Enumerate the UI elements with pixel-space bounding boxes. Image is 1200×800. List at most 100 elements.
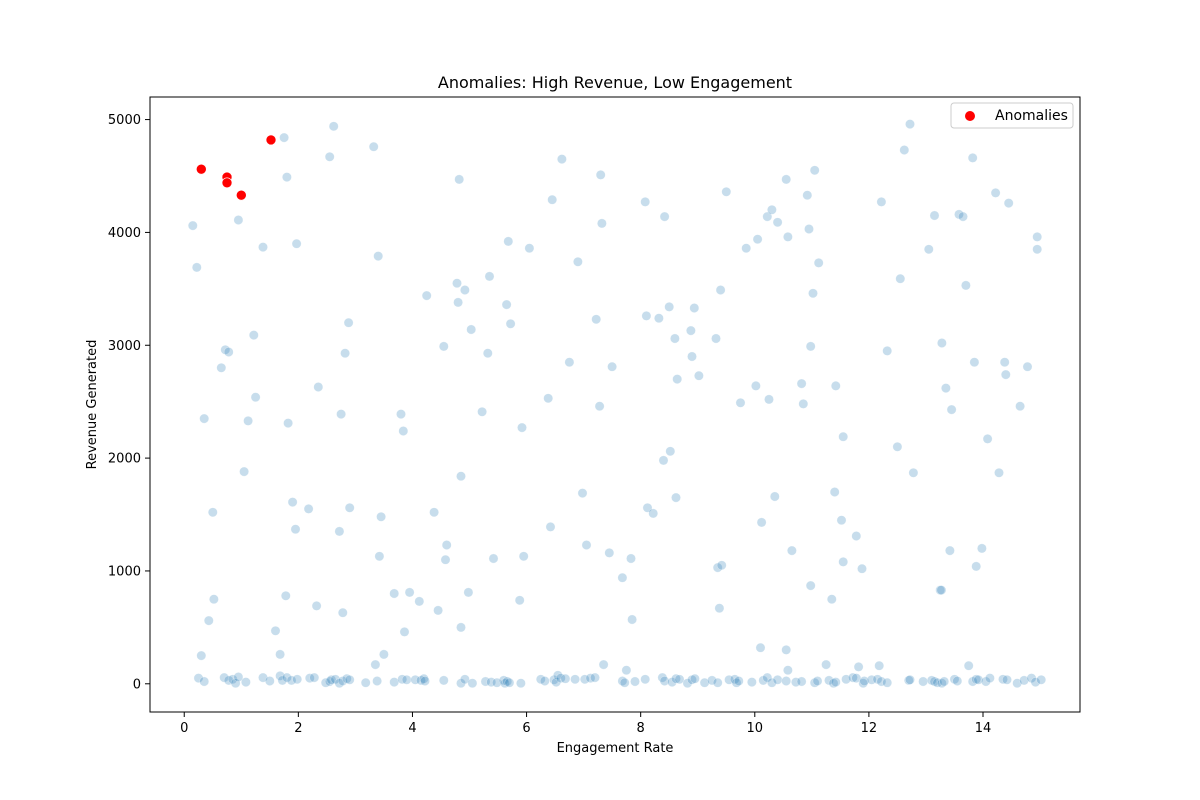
- data-point: [961, 280, 971, 291]
- data-point: [699, 677, 710, 688]
- data-point: [324, 151, 335, 162]
- data-point: [908, 467, 919, 478]
- y-tick-label: 1000: [108, 564, 141, 579]
- data-point: [859, 676, 870, 686]
- data-point: [399, 627, 410, 637]
- data-point: [918, 676, 928, 687]
- data-point: [1015, 401, 1025, 412]
- x-tick-label: 8: [637, 721, 645, 736]
- data-point: [604, 548, 615, 558]
- data-point: [344, 674, 355, 685]
- data-point: [581, 540, 592, 550]
- data-point: [712, 677, 723, 688]
- data-point: [804, 224, 814, 234]
- data-point: [466, 324, 477, 335]
- data-point: [279, 132, 289, 143]
- data-point: [949, 674, 960, 685]
- data-point: [670, 333, 680, 344]
- data-point: [320, 677, 331, 688]
- data-point: [414, 596, 425, 607]
- data-point: [805, 341, 816, 352]
- data-point: [334, 526, 345, 537]
- data-point: [772, 674, 783, 685]
- data-point: [336, 409, 346, 419]
- data-point: [292, 674, 303, 685]
- legend-box: [950, 102, 1074, 129]
- data-point: [802, 190, 813, 201]
- data-point: [715, 285, 726, 295]
- y-axis: 0 1000 2000 3000 4000 5000: [108, 113, 150, 692]
- data-point: [689, 303, 700, 313]
- data-point: [798, 399, 809, 409]
- data-point: [564, 357, 575, 368]
- data-point: [796, 378, 807, 389]
- data-point: [543, 393, 554, 404]
- data-point: [998, 674, 1008, 685]
- data-point: [360, 677, 371, 688]
- data-point: [796, 676, 807, 687]
- data-point: [756, 517, 767, 528]
- y-axis-label: Revenue Generated: [85, 340, 100, 470]
- data-point: [963, 660, 974, 671]
- data-point: [595, 170, 606, 180]
- data-point: [440, 554, 451, 565]
- data-point: [303, 504, 314, 514]
- data-point: [243, 416, 253, 426]
- data-point: [467, 678, 478, 689]
- data-point: [895, 273, 906, 284]
- axes-frame: [149, 96, 1081, 713]
- data-point: [672, 374, 683, 384]
- plot-area: [187, 119, 1047, 689]
- data-point: [560, 673, 571, 684]
- data-point: [275, 649, 285, 660]
- data-point: [714, 603, 725, 614]
- data-point: [967, 153, 978, 163]
- data-point: [579, 674, 590, 685]
- data-point: [570, 674, 580, 685]
- data-point: [344, 502, 355, 513]
- data-point: [781, 174, 792, 185]
- data-point: [985, 673, 995, 683]
- data-point: [836, 515, 847, 526]
- data-point: [621, 665, 632, 676]
- data-point: [441, 540, 452, 550]
- legend-marker-anomalies: [965, 111, 975, 121]
- data-point: [577, 488, 588, 498]
- data-point: [821, 659, 831, 670]
- data-point: [905, 674, 915, 685]
- y-tick-label: 0: [133, 677, 141, 692]
- x-tick-label: 0: [180, 721, 188, 736]
- data-point: [193, 673, 204, 683]
- data-point: [343, 317, 354, 328]
- data-point: [1026, 673, 1037, 683]
- data-point: [209, 594, 219, 605]
- data-point: [674, 674, 685, 685]
- data-point: [283, 418, 293, 428]
- data-point: [368, 141, 379, 152]
- data-point: [733, 676, 744, 686]
- data-point: [892, 441, 903, 452]
- data-point: [233, 672, 244, 682]
- data-point: [627, 614, 637, 625]
- data-point: [416, 675, 426, 686]
- data-point: [404, 587, 415, 598]
- data-point: [694, 370, 704, 381]
- data-point: [518, 551, 529, 562]
- data-point: [379, 649, 389, 660]
- data-point: [848, 672, 858, 683]
- anomaly-point: [265, 134, 277, 146]
- data-point: [597, 218, 607, 229]
- data-point: [374, 551, 385, 562]
- data-point: [813, 258, 824, 268]
- data-point: [203, 615, 214, 626]
- data-point: [230, 678, 241, 689]
- y-tick-label: 2000: [108, 452, 141, 467]
- data-point: [659, 211, 670, 222]
- data-point: [838, 431, 849, 442]
- data-point: [1000, 369, 1011, 380]
- data-point: [969, 357, 980, 368]
- data-point: [456, 471, 466, 482]
- data-point: [223, 347, 234, 357]
- data-point: [671, 492, 681, 503]
